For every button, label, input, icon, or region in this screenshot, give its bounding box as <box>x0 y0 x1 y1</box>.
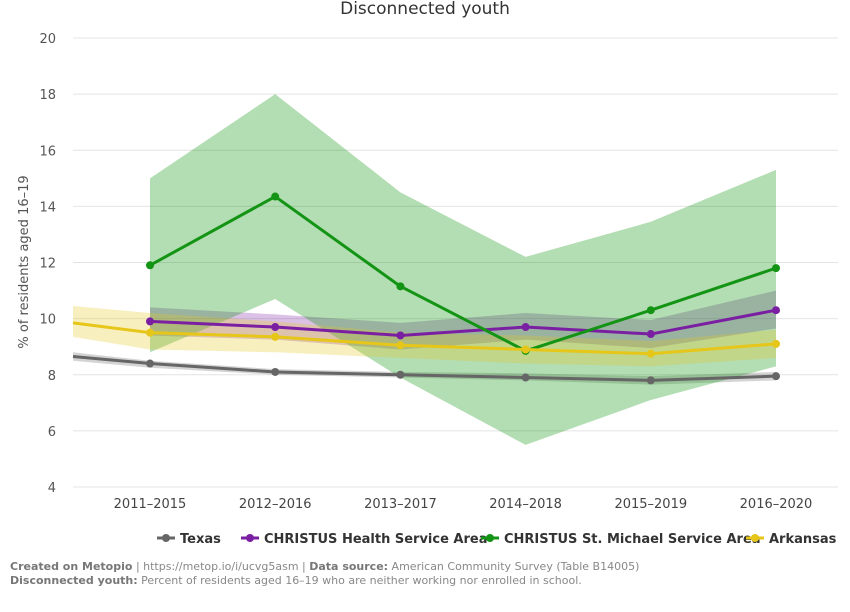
footer-url[interactable]: | https://metop.io/i/ucvg5asm | <box>132 560 310 573</box>
data-point[interactable] <box>772 372 780 381</box>
chart-title: Disconnected youth <box>340 0 510 19</box>
data-point[interactable] <box>521 345 530 354</box>
legend-marker <box>162 534 170 542</box>
series-line-2 <box>149 195 777 353</box>
data-point[interactable] <box>521 323 530 332</box>
data-point[interactable] <box>146 317 154 326</box>
data-point[interactable] <box>396 282 405 291</box>
y-tick-label: 6 <box>48 425 56 440</box>
data-point[interactable] <box>146 328 154 337</box>
legend-marker <box>246 534 254 542</box>
footer-created-label[interactable]: Created on Metopio <box>10 560 133 573</box>
y-tick-label: 14 <box>39 200 56 215</box>
series-line-1 <box>149 308 777 337</box>
data-point[interactable] <box>772 306 780 315</box>
confidence-band-0 <box>73 352 776 385</box>
data-point[interactable] <box>772 339 780 348</box>
footer-definition-line: Disconnected youth: Percent of residents… <box>10 574 639 588</box>
legend-item[interactable]: CHRISTUS Health Service Area <box>241 532 488 547</box>
x-tick-label: 2012–2016 <box>239 497 312 512</box>
x-tick-label: 2014–2018 <box>489 497 562 512</box>
legend-marker <box>751 534 759 542</box>
data-point[interactable] <box>646 306 655 315</box>
y-tick-label: 10 <box>39 313 56 328</box>
y-tick-label: 8 <box>48 369 56 384</box>
axis-labels: 4 6 8 10 12 14 16 18 20 2011–2015 2012–2016 2013–20… <box>39 32 812 512</box>
legend-label: Arkansas <box>769 532 837 547</box>
y-tick-label: 12 <box>39 257 56 272</box>
data-point[interactable] <box>646 330 655 339</box>
footer-definition-label: Disconnected youth: <box>10 574 138 587</box>
legend-marker <box>486 534 494 542</box>
data-point[interactable] <box>396 370 405 379</box>
legend-label: CHRISTUS Health Service Area <box>264 532 488 547</box>
data-point[interactable] <box>271 332 280 341</box>
y-tick-label: 18 <box>39 88 56 103</box>
data-point[interactable] <box>271 323 280 332</box>
y-tick-label: 20 <box>39 32 56 47</box>
x-tick-label: 2011–2015 <box>114 497 187 512</box>
footer-definition-text: Percent of residents aged 16–19 who are … <box>137 574 582 587</box>
legend-label: CHRISTUS St. Michael Service Area <box>504 532 761 547</box>
data-point[interactable] <box>271 367 280 376</box>
y-tick-label: 16 <box>39 144 56 159</box>
legend-item[interactable]: Texas <box>157 532 221 547</box>
x-tick-label: 2013–2017 <box>364 497 437 512</box>
data-point[interactable] <box>396 331 405 340</box>
series-points <box>146 192 780 385</box>
legend[interactable]: Texas CHRISTUS Health Service Area CHRISTU… <box>157 532 837 547</box>
legend-item[interactable]: Arkansas <box>746 532 837 547</box>
confidence-bands <box>73 94 776 445</box>
footer-credit-line: Created on Metopio | https://metop.io/i/… <box>10 560 639 574</box>
y-axis-label: % of residents aged 16–19 <box>17 175 32 348</box>
data-point[interactable] <box>146 359 154 368</box>
data-point[interactable] <box>646 376 655 385</box>
x-tick-label: 2015–2019 <box>614 497 687 512</box>
chart-footer: Created on Metopio | https://metop.io/i/… <box>10 560 639 588</box>
data-point[interactable] <box>646 349 655 358</box>
data-point[interactable] <box>521 373 530 382</box>
y-tick-label: 4 <box>48 481 56 496</box>
legend-item[interactable]: CHRISTUS St. Michael Service Area <box>481 532 761 547</box>
data-point[interactable] <box>146 261 154 270</box>
legend-label: Texas <box>180 532 221 547</box>
confidence-band-2 <box>150 94 776 445</box>
data-point[interactable] <box>271 192 280 201</box>
footer-source-text: American Community Survey (Table B14005) <box>388 560 640 573</box>
chart: Disconnected youth % of residents aged 1… <box>17 0 838 547</box>
data-point[interactable] <box>772 264 780 273</box>
footer-source-label: Data source: <box>309 560 389 573</box>
data-point[interactable] <box>396 341 405 350</box>
x-tick-label: 2016–2020 <box>740 497 813 512</box>
grid-layer <box>73 37 838 488</box>
